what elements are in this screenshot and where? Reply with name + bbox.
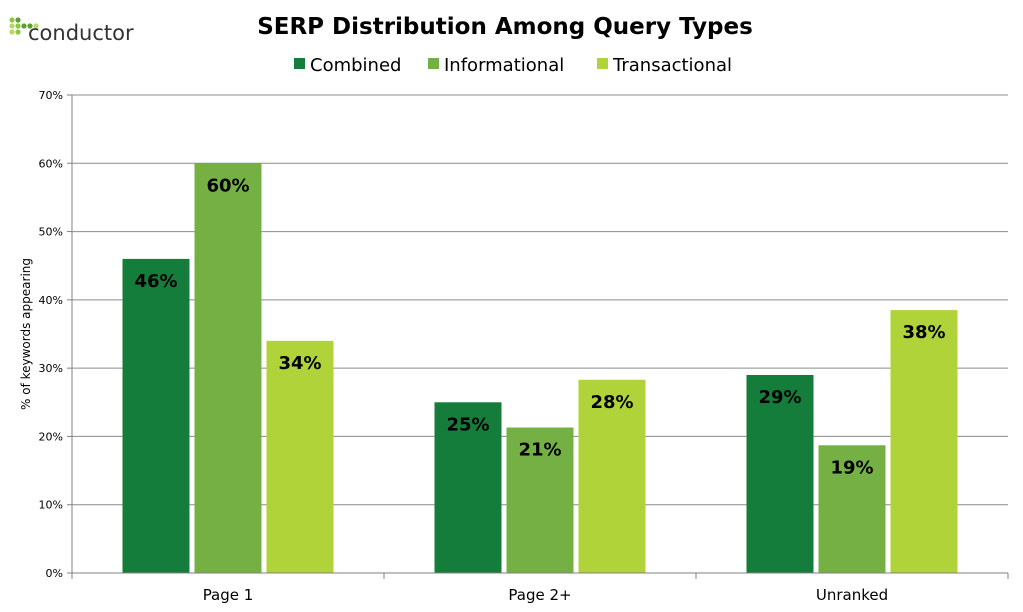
logo-graphic: conductor xyxy=(9,17,134,45)
data-label: 28% xyxy=(590,392,633,413)
logo-dot xyxy=(15,17,21,23)
data-label: 38% xyxy=(902,322,945,343)
data-label: 25% xyxy=(446,414,489,435)
logo-dot xyxy=(33,23,39,29)
data-label: 21% xyxy=(518,440,561,461)
bar-combined xyxy=(746,374,814,573)
y-tick-label: 10% xyxy=(39,499,63,512)
legend-label-transactional: Transactional xyxy=(612,55,732,76)
legend-label-informational: Informational xyxy=(444,55,564,76)
y-tick-label: 70% xyxy=(39,89,63,102)
y-axis-label: % of keywords appearing xyxy=(19,258,33,410)
dot-grid-icon xyxy=(9,17,39,35)
y-tick-label: 20% xyxy=(39,430,63,443)
y-tick-label: 60% xyxy=(39,157,63,170)
logo-dot xyxy=(15,29,21,35)
data-labels: 46% 60% 34% 25% 21% 28% 29% 19% 38% xyxy=(134,175,945,478)
logo-dot xyxy=(27,23,33,29)
bar-combined xyxy=(122,258,190,573)
bar-combined xyxy=(434,402,502,573)
logo-wordmark: conductor xyxy=(28,21,134,45)
bar-informational xyxy=(506,427,574,573)
legend-swatch-combined xyxy=(294,58,305,69)
x-tick-label: Unranked xyxy=(816,586,888,604)
bar-transactional xyxy=(578,379,646,573)
axes xyxy=(71,95,1009,579)
y-tick-label: 0% xyxy=(46,567,63,580)
y-tick-label: 40% xyxy=(39,294,63,307)
legend-swatch-transactional xyxy=(597,58,608,69)
y-tick-label: 30% xyxy=(39,362,63,375)
logo-dot xyxy=(15,23,21,29)
x-tick-label: Page 1 xyxy=(203,586,254,604)
bar-transactional xyxy=(890,310,958,573)
y-tick-label: 50% xyxy=(39,226,63,239)
data-label: 34% xyxy=(278,353,321,374)
legend: Combined Informational Transactional xyxy=(294,55,732,76)
logo-dot xyxy=(9,17,15,23)
data-label: 60% xyxy=(206,175,249,196)
legend-swatch-informational xyxy=(428,58,439,69)
bars xyxy=(122,163,958,574)
data-label: 46% xyxy=(134,271,177,292)
conductor-logo: conductor xyxy=(6,12,146,48)
bar-informational xyxy=(818,445,886,573)
data-label: 19% xyxy=(830,457,873,478)
logo-dot xyxy=(9,23,15,29)
y-ticks: 0% 10% 20% 30% 40% 50% 60% 70% xyxy=(39,89,72,580)
bar-informational xyxy=(194,163,262,574)
chart-title: SERP Distribution Among Query Types xyxy=(257,14,753,40)
x-tick-label: Page 2+ xyxy=(508,586,571,604)
logo-dot xyxy=(21,23,27,29)
data-label: 29% xyxy=(758,387,801,408)
legend-label-combined: Combined xyxy=(310,55,401,76)
bar-transactional xyxy=(266,340,334,573)
category-labels: Page 1 Page 2+ Unranked xyxy=(203,586,888,604)
logo-dot xyxy=(9,29,15,35)
